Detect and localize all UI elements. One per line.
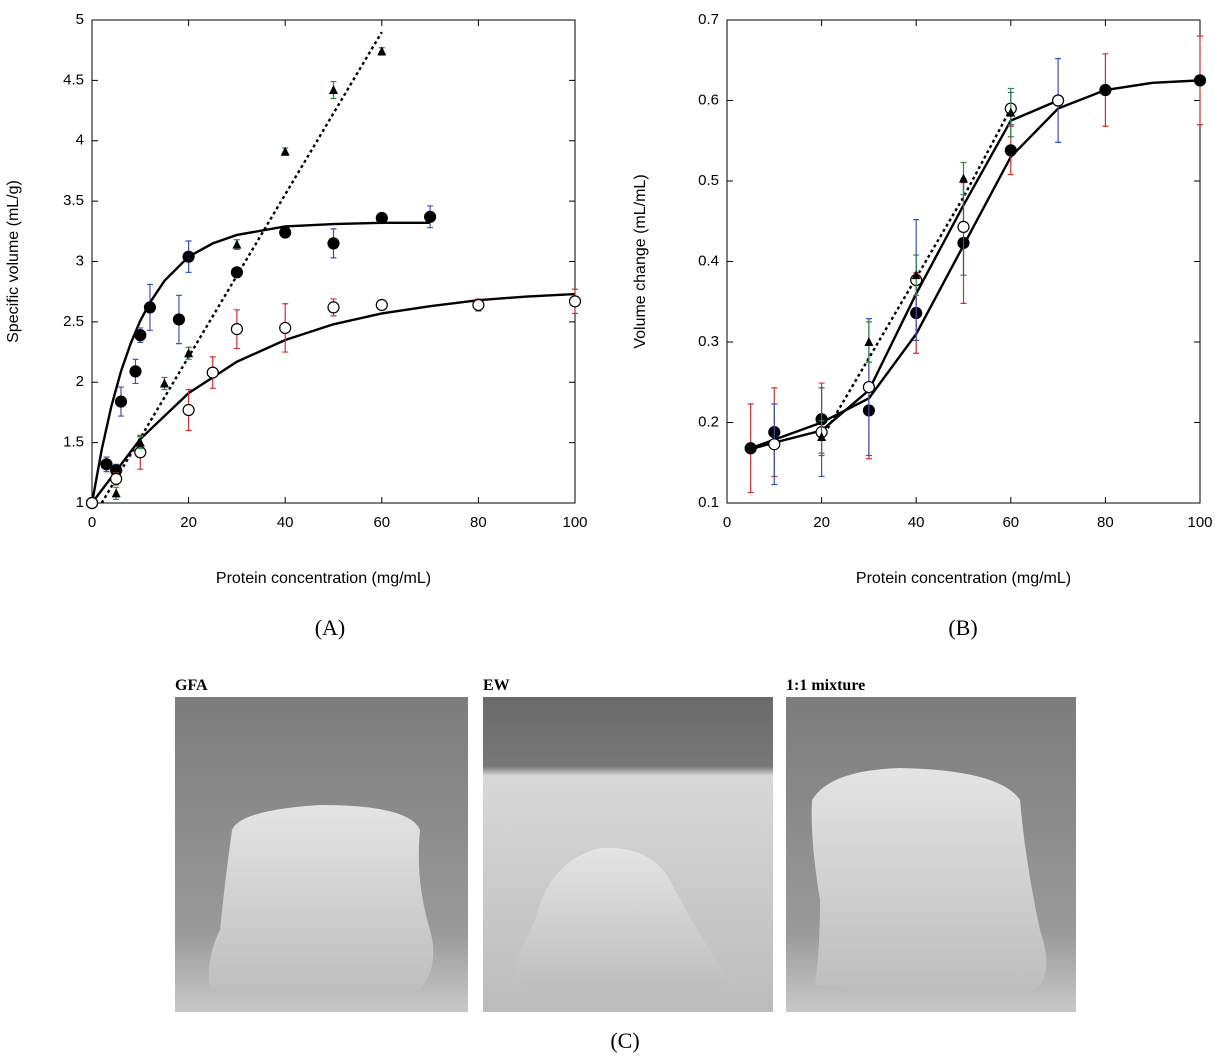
data-point: [744, 442, 757, 455]
x-tick-label: 60: [1002, 514, 1019, 531]
y-tick-label: 0.6: [698, 91, 719, 108]
data-point: [279, 321, 292, 335]
data-point: [375, 298, 388, 312]
data-point: [375, 211, 388, 225]
data-point: [182, 403, 195, 417]
data-point: [111, 488, 121, 498]
data-point: [100, 458, 113, 471]
data-point: [172, 313, 186, 326]
x-tick-label: 60: [373, 514, 390, 531]
x-tick-label: 100: [562, 514, 587, 531]
y-tick-label: 4.5: [63, 71, 84, 88]
data-point: [143, 301, 157, 314]
data-point: [230, 323, 243, 336]
data-point: [472, 298, 485, 312]
x-tick-label: 20: [180, 514, 197, 531]
y-tick-label: 5: [76, 11, 84, 28]
data-point: [206, 366, 219, 379]
y-tick-label: 1.5: [63, 434, 84, 451]
fit-line: [750, 79, 1201, 450]
data-point: [911, 270, 921, 280]
panel-label: (A): [315, 615, 346, 640]
data-point: [184, 348, 194, 358]
y-tick-label: 2.5: [63, 313, 84, 330]
y-tick-label: 0.2: [698, 413, 719, 430]
data-point: [327, 237, 340, 250]
y-axis-label: Volume change (mL/mL): [632, 174, 649, 348]
data-point: [568, 295, 582, 308]
y-axis-label: Specific volume (mL/g): [5, 180, 22, 343]
y-tick-label: 0.5: [698, 172, 719, 189]
y-tick-label: 0.1: [698, 494, 719, 511]
data-point: [232, 239, 242, 249]
photo-label: 1:1 mixture: [786, 677, 865, 694]
data-point: [329, 85, 338, 95]
data-point: [182, 250, 195, 263]
x-tick-label: 80: [470, 514, 487, 531]
fit-line: [91, 292, 576, 504]
data-point: [114, 395, 128, 408]
data-point: [279, 226, 292, 239]
data-point: [1051, 94, 1065, 107]
photo-gfa: [175, 697, 468, 1012]
data-point: [862, 380, 876, 394]
panel-label: (B): [948, 615, 977, 640]
data-point: [134, 329, 147, 342]
x-tick-label: 20: [813, 514, 830, 531]
data-point: [957, 220, 970, 233]
photo-label: GFA: [175, 677, 208, 694]
x-tick-label: 40: [908, 514, 925, 531]
y-tick-label: 4: [76, 132, 84, 149]
x-axis-label: Protein concentration (mg/mL): [856, 570, 1071, 587]
photo-mixture: [786, 697, 1076, 1012]
photo-ew: [483, 697, 773, 1012]
x-tick-label: 80: [1097, 514, 1114, 531]
data-point: [1004, 144, 1017, 157]
data-point: [1006, 107, 1016, 117]
y-tick-label: 2: [76, 373, 84, 390]
data-point: [1099, 83, 1112, 97]
y-tick-label: 3: [76, 252, 84, 269]
panel-label: (C): [610, 1028, 639, 1053]
x-tick-label: 100: [1187, 514, 1212, 531]
data-point: [230, 266, 243, 279]
data-point: [110, 472, 123, 485]
data-point: [327, 301, 340, 314]
y-tick-label: 0.7: [698, 11, 719, 28]
x-axis-label: Protein concentration (mg/mL): [216, 570, 431, 587]
fit-line: [750, 99, 1059, 451]
data-point: [864, 337, 874, 346]
x-tick-label: 0: [88, 514, 96, 531]
data-point: [1193, 74, 1207, 87]
data-point: [424, 210, 437, 223]
data-point: [280, 146, 290, 156]
y-tick-label: 0.4: [698, 252, 719, 269]
x-tick-label: 0: [723, 514, 731, 531]
data-point: [129, 365, 142, 378]
data-point: [377, 46, 387, 56]
data-point: [159, 378, 169, 388]
fit-line: [100, 31, 383, 504]
fit-line: [90, 221, 431, 504]
y-tick-label: 3.5: [63, 192, 84, 209]
x-tick-label: 40: [277, 514, 294, 531]
data-point: [768, 438, 781, 451]
photo-label: EW: [483, 677, 510, 694]
data-point: [959, 173, 968, 183]
data-point: [817, 431, 827, 441]
data-point: [135, 437, 145, 447]
y-tick-label: 0.3: [698, 333, 719, 350]
y-tick-label: 1: [76, 494, 84, 511]
data-point: [85, 496, 99, 510]
